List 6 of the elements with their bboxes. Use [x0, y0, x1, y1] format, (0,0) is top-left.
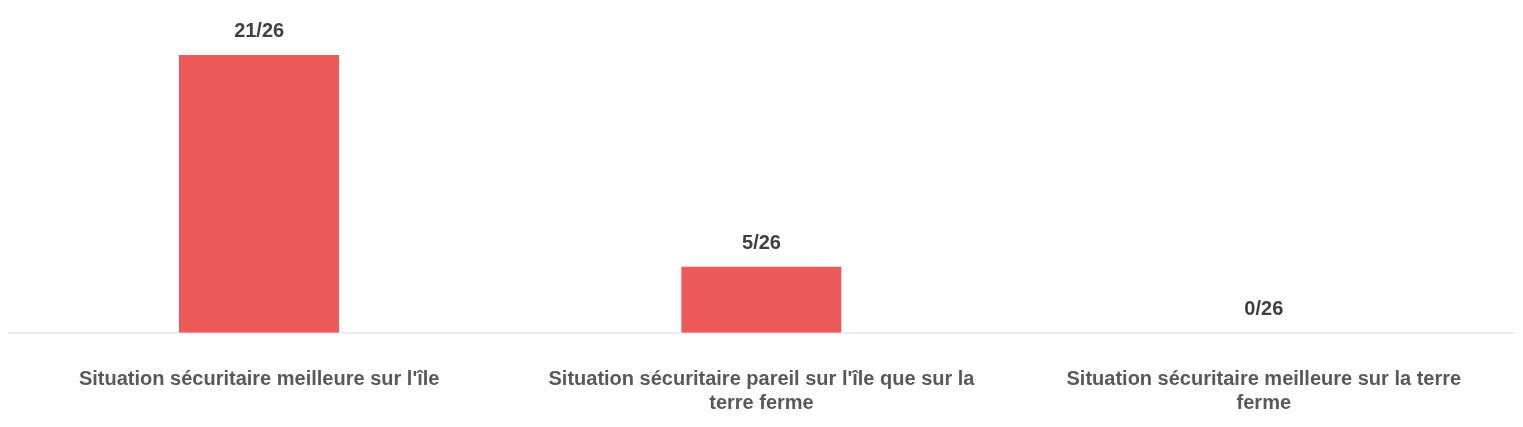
- x-tick-label: Situation sécuritaire pareil sur l'île que sur la terre ferme: [548, 367, 976, 413]
- data-label: 0/26: [1244, 297, 1284, 319]
- x-tick-label: Situation sécuritaire meilleure sur la terre ferme: [1066, 367, 1462, 413]
- data-label: 5/26: [742, 230, 781, 253]
- data-label: 21/26: [234, 19, 285, 41]
- x-tick-label: Situation sécuritaire meilleure sur l'île: [78, 367, 440, 389]
